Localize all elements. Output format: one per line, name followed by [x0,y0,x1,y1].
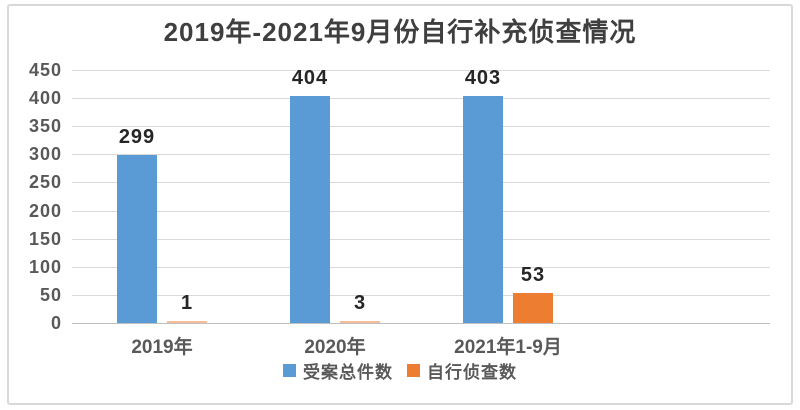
gridline [72,182,770,184]
value-label: 1 [180,292,194,314]
y-tick-label: 50 [39,284,62,305]
gridline [72,126,770,128]
y-tick-label: 350 [28,116,62,137]
bar-自行侦查数-2021年1-9月 [513,293,553,323]
legend-swatch-icon [407,364,420,377]
value-label: 404 [291,67,329,89]
bar-自行侦查数-2019年 [167,321,207,323]
legend-label: 自行侦查数 [427,363,517,382]
legend: 受案总件数 自行侦查数 [0,358,800,383]
legend-label: 受案总件数 [303,363,393,382]
gridline [72,154,770,156]
y-tick-label: 300 [28,144,62,165]
y-tick-label: 400 [28,88,62,109]
legend-item: 受案总件数 [283,358,393,383]
value-label: 299 [118,126,156,148]
y-tick-label: 450 [28,60,62,80]
value-label: 3 [353,292,367,314]
chart-title: 2019年-2021年9月份自行补充侦查情况 [163,17,637,47]
y-tick-label: 250 [28,172,62,193]
bar-受案总件数-2021年1-9月 [463,96,503,323]
bar-受案总件数-2020年 [290,96,330,323]
x-category-label: 2021年1-9月 [454,337,562,358]
bar-受案总件数-2019年 [117,155,157,323]
value-label: 53 [520,264,546,286]
legend-item: 自行侦查数 [407,358,517,383]
gridline [72,238,770,240]
legend-swatch-icon [283,364,296,377]
y-tick-label: 150 [28,228,62,249]
gridline [72,210,770,212]
bar-自行侦查数-2020年 [340,321,380,323]
y-tick-label: 200 [28,200,62,221]
y-tick-label: 100 [28,256,62,277]
x-category-label: 2020年 [304,337,366,358]
x-axis-line [72,323,770,324]
gridline [72,98,770,100]
value-label: 403 [464,67,502,89]
y-tick-label: 0 [50,313,62,333]
gridline [72,266,770,268]
gridline [72,294,770,296]
x-category-label: 2019年 [131,337,193,358]
gridline [72,70,770,71]
